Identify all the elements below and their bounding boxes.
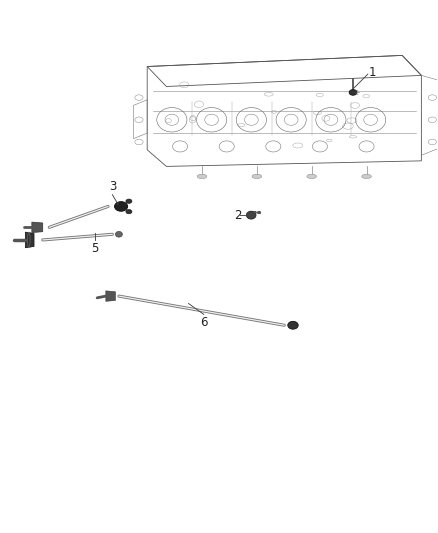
- Text: 5: 5: [91, 241, 99, 255]
- Text: 2: 2: [234, 208, 242, 222]
- Text: 6: 6: [200, 316, 208, 329]
- Ellipse shape: [288, 321, 298, 329]
- Ellipse shape: [247, 211, 256, 219]
- Polygon shape: [106, 291, 116, 301]
- Ellipse shape: [115, 201, 127, 211]
- Polygon shape: [32, 222, 43, 232]
- Ellipse shape: [252, 174, 261, 179]
- Polygon shape: [25, 232, 34, 248]
- Ellipse shape: [126, 199, 132, 204]
- Ellipse shape: [307, 174, 317, 179]
- Ellipse shape: [257, 211, 261, 214]
- Text: 1: 1: [369, 66, 377, 79]
- Ellipse shape: [349, 90, 357, 95]
- Ellipse shape: [197, 174, 207, 179]
- Ellipse shape: [253, 211, 256, 214]
- Ellipse shape: [116, 231, 122, 237]
- Text: 3: 3: [109, 180, 116, 193]
- Ellipse shape: [126, 209, 132, 214]
- Ellipse shape: [362, 174, 371, 179]
